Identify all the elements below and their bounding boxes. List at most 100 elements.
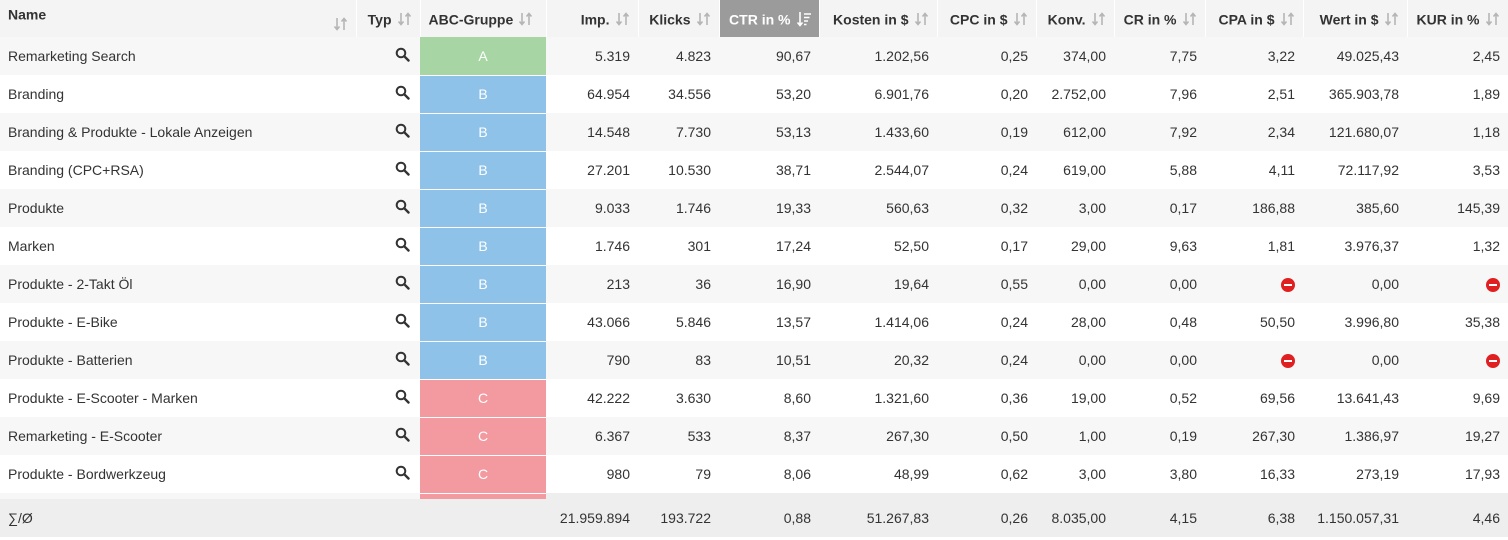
sort-icon[interactable] <box>1480 10 1500 26</box>
column-header-cr[interactable]: CR in % <box>1114 0 1206 37</box>
cell-wert: 72.117,92 <box>1303 151 1407 189</box>
cell-cpc: 0,50 <box>937 417 1036 455</box>
cell-konv: 3,00 <box>1036 455 1114 493</box>
cell-ctr: 90,67 <box>719 37 819 75</box>
sort-icon[interactable] <box>328 15 348 32</box>
sort-icon[interactable] <box>1177 10 1197 26</box>
column-label-wert: Wert in $ <box>1319 11 1379 28</box>
search-type-icon <box>356 341 420 379</box>
cell-cr: 3,80 <box>1114 455 1205 493</box>
column-header-klicks[interactable]: Klicks <box>638 0 720 37</box>
search-type-icon <box>356 113 420 151</box>
sort-icon[interactable] <box>909 10 929 26</box>
cell-cpa: 2,51 <box>1205 75 1303 113</box>
cell-cr: 7,92 <box>1114 113 1205 151</box>
column-header-cpa[interactable]: CPA in $ <box>1205 0 1304 37</box>
campaign-name[interactable]: Produkte - E-Bike <box>0 303 356 341</box>
cell-ctr: 53,13 <box>719 113 819 151</box>
sort-icon[interactable] <box>691 10 711 26</box>
cell-cpa: 1,81 <box>1205 227 1303 265</box>
table-row[interactable]: Remarketing Search A 5.319 4.823 90,67 1.202,… <box>0 37 1508 76</box>
column-header-wert[interactable]: Wert in $ <box>1303 0 1408 37</box>
column-header-name[interactable]: Name <box>0 0 357 37</box>
table-row[interactable]: Produkte - Bordwerkzeug C 980 79 8,06 48,99 0,… <box>0 455 1508 494</box>
column-label-ctr: CTR in % <box>729 11 791 28</box>
cell-klicks: 36 <box>638 265 719 303</box>
search-type-icon <box>356 227 420 265</box>
campaign-name[interactable]: Remarketing - E-Scooter <box>0 417 356 455</box>
campaign-name[interactable]: Branding (CPC+RSA) <box>0 151 356 189</box>
cell-imp: 213 <box>546 265 638 303</box>
cell-klicks: 301 <box>638 227 719 265</box>
sort-icon[interactable] <box>1008 10 1028 26</box>
cell-konv: 2.752,00 <box>1036 75 1114 113</box>
cell-imp: 9.033 <box>546 189 638 227</box>
cell-cpa: 267,30 <box>1205 417 1303 455</box>
cell-cr: 7,96 <box>1114 75 1205 113</box>
cell-kur: 3,53 <box>1407 151 1508 189</box>
table-row[interactable]: Produkte - E-Bike B 43.066 5.846 13,57 1.414,… <box>0 303 1508 342</box>
cell-cpc: 0,36 <box>937 379 1036 417</box>
table-row[interactable]: Branding (CPC+RSA) B 27.201 10.530 38,71 2.54… <box>0 151 1508 190</box>
cell-konv: 28,00 <box>1036 303 1114 341</box>
sort-icon[interactable] <box>1379 10 1399 26</box>
table-row[interactable]: Produkte B 9.033 1.746 19,33 560,63 0,32 3,00 0,… <box>0 189 1508 228</box>
no-entry-icon <box>1486 354 1500 369</box>
cell-cpa: 186,88 <box>1205 189 1303 227</box>
campaign-name[interactable]: Produkte <box>0 189 356 227</box>
cell-kosten: 2.544,07 <box>819 151 937 189</box>
cell-ctr: 38,71 <box>719 151 819 189</box>
cell-wert: 3.996,80 <box>1303 303 1407 341</box>
abc-group-badge: B <box>420 341 546 380</box>
campaign-name[interactable]: Branding & Produkte - Lokale Anzeigen <box>0 113 356 151</box>
table-row[interactable]: Branding & Produkte - Lokale Anzeigen B 14… <box>0 113 1508 152</box>
search-type-icon <box>356 417 420 455</box>
column-header-kur[interactable]: KUR in % <box>1407 0 1508 37</box>
campaign-name[interactable]: Branding <box>0 75 356 113</box>
column-header-cpc[interactable]: CPC in $ <box>937 0 1037 37</box>
totals-label: ∑/Ø <box>0 499 356 537</box>
table-row[interactable]: Produkte - Batterien B 790 83 10,51 20,32 0,24… <box>0 341 1508 380</box>
sort-icon[interactable] <box>513 10 533 26</box>
campaign-name[interactable]: Remarketing Search <box>0 37 356 75</box>
totals-row: ∑/Ø 21.959.894 193.722 0,88 51.267,83 0,26 8.0… <box>0 499 1508 537</box>
sort-descending-icon[interactable] <box>791 10 811 27</box>
column-header-konv[interactable]: Konv. <box>1036 0 1115 37</box>
table-row[interactable]: Produkte - 2-Takt Öl B 213 36 16,90 19,64 0,55… <box>0 265 1508 304</box>
cell-kur <box>1407 265 1508 303</box>
sort-icon[interactable] <box>1086 10 1106 26</box>
abc-group-badge: C <box>420 379 546 418</box>
campaign-name[interactable]: Produkte - Batterien <box>0 341 356 379</box>
table-row[interactable]: Branding B 64.954 34.556 53,20 6.901,76 0,20 2.… <box>0 75 1508 114</box>
campaign-name[interactable]: Produkte - E-Scooter - Marken <box>0 379 356 417</box>
sort-icon[interactable] <box>610 10 630 26</box>
column-header-typ[interactable]: Typ <box>356 0 421 37</box>
total-imp: 21.959.894 <box>546 499 638 537</box>
abc-group-badge: C <box>420 455 546 494</box>
sort-icon[interactable] <box>1275 10 1295 26</box>
cell-imp: 1.746 <box>546 227 638 265</box>
cell-wert: 121.680,07 <box>1303 113 1407 151</box>
cell-cpa: 4,11 <box>1205 151 1303 189</box>
table-row[interactable]: Remarketing - E-Scooter C 6.367 533 8,37 267,… <box>0 417 1508 456</box>
column-header-ctr[interactable]: CTR in % <box>719 0 820 37</box>
column-header-group[interactable]: ABC-Gruppe <box>420 0 547 37</box>
cell-cpc: 0,20 <box>937 75 1036 113</box>
cell-konv: 0,00 <box>1036 341 1114 379</box>
column-header-kosten[interactable]: Kosten in $ <box>819 0 938 37</box>
campaign-name[interactable]: Marken <box>0 227 356 265</box>
campaign-name[interactable]: Produkte - 2-Takt Öl <box>0 265 356 303</box>
column-header-imp[interactable]: Imp. <box>546 0 639 37</box>
cell-partial <box>1303 493 1407 499</box>
sort-icon[interactable] <box>392 10 412 26</box>
total-cpc: 0,26 <box>937 499 1036 537</box>
cell-kur: 9,69 <box>1407 379 1508 417</box>
cell-klicks: 3.630 <box>638 379 719 417</box>
cell-kur: 1,32 <box>1407 227 1508 265</box>
campaign-name[interactable]: Produkte - Bordwerkzeug <box>0 455 356 493</box>
cell-kosten: 48,99 <box>819 455 937 493</box>
total-klicks: 193.722 <box>638 499 719 537</box>
table-row[interactable]: Produkte - E-Scooter - Marken C 42.222 3.63… <box>0 379 1508 418</box>
table-row[interactable]: Marken B 1.746 301 17,24 52,50 0,17 29,00 9,63 1,… <box>0 227 1508 266</box>
cell-kosten: 52,50 <box>819 227 937 265</box>
